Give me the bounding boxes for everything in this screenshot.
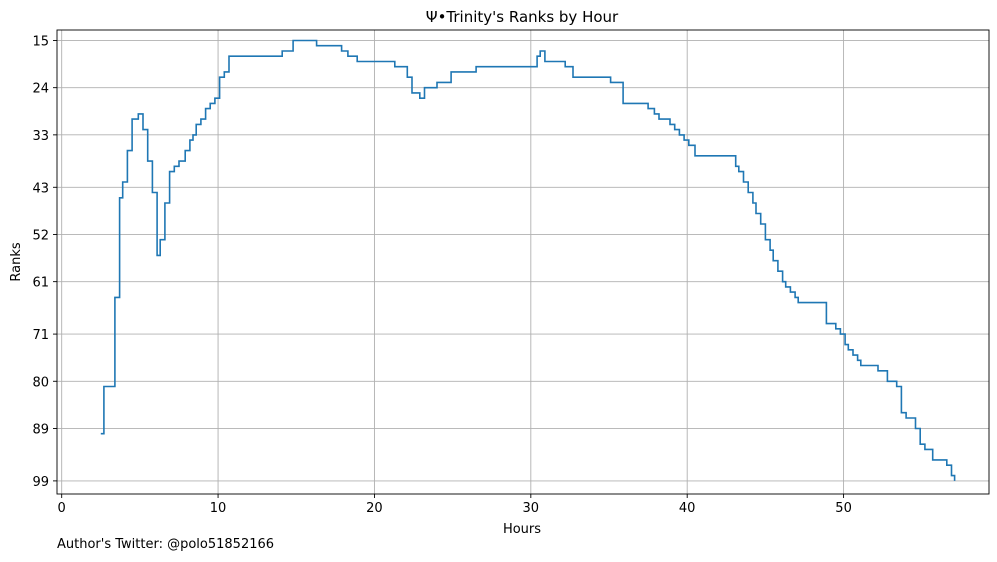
y-tick-label: 71 — [32, 328, 49, 343]
y-tick-label: 24 — [32, 82, 49, 97]
x-tick-label: 10 — [210, 501, 227, 516]
y-axis-ticks: 15 24 33 43 52 61 71 80 89 99 — [32, 34, 57, 490]
x-tick-label: 40 — [679, 501, 696, 516]
y-tick-label: 15 — [32, 34, 49, 49]
series-layer — [100, 39, 956, 481]
x-tick-label: 30 — [523, 501, 540, 516]
plot-frame — [56, 29, 990, 495]
x-axis-label: Hours — [503, 522, 541, 537]
author-credit: Author's Twitter: @polo51852166 — [57, 537, 275, 552]
y-tick-label: 80 — [32, 375, 49, 390]
y-tick-label: 33 — [32, 129, 49, 144]
y-tick-label: 99 — [32, 475, 49, 490]
rank-series-line — [100, 39, 956, 481]
y-axis-label: Ranks — [9, 242, 24, 281]
grid — [57, 30, 989, 494]
y-tick-label: 89 — [32, 422, 49, 437]
chart-title: Ψ•Trinity's Ranks by Hour — [426, 8, 619, 26]
y-tick-label: 43 — [32, 181, 49, 196]
y-tick-label: 61 — [32, 276, 49, 291]
y-tick-label: 52 — [32, 228, 49, 243]
x-tick-label: 0 — [58, 501, 66, 516]
x-tick-label: 20 — [366, 501, 383, 516]
x-axis-ticks: 0 10 20 30 40 50 — [58, 494, 852, 516]
x-tick-label: 50 — [835, 501, 852, 516]
